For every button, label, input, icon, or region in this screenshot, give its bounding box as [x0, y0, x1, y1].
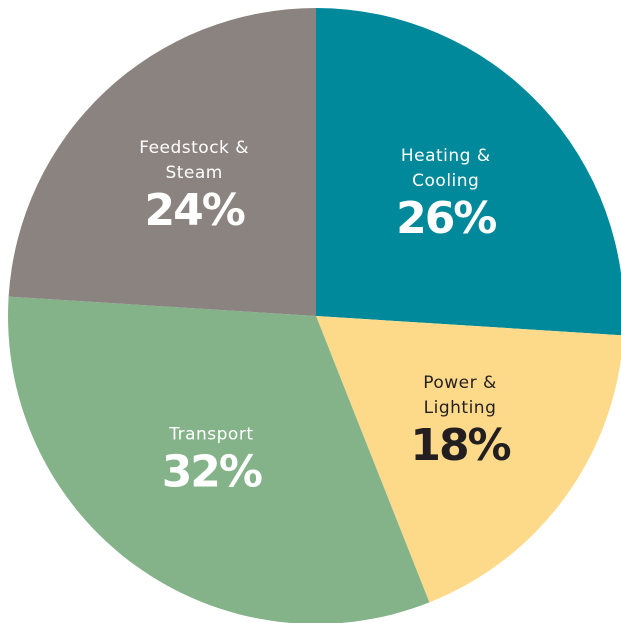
- value-label: 26%: [396, 193, 497, 245]
- pie-slice: [316, 8, 621, 336]
- category-label: Heating & Cooling: [400, 146, 491, 192]
- value-label: 32%: [161, 446, 263, 498]
- slice-label: Power & Lighting 18%: [398, 371, 522, 471]
- value-label: 18%: [410, 419, 511, 471]
- category-label: Power & Lighting: [423, 372, 497, 418]
- slice-label: Transport 32%: [149, 423, 273, 498]
- category-label: Feedstock & Steam: [139, 138, 250, 184]
- slice-label: Heating & Cooling 26%: [384, 144, 508, 244]
- slice-label: Feedstock & Steam 24%: [132, 136, 256, 236]
- value-label: 24%: [144, 185, 245, 237]
- pie-slice: [8, 296, 430, 623]
- pie-slice: [8, 8, 317, 316]
- pie-slice: [316, 316, 621, 603]
- category-label: Transport: [169, 424, 254, 445]
